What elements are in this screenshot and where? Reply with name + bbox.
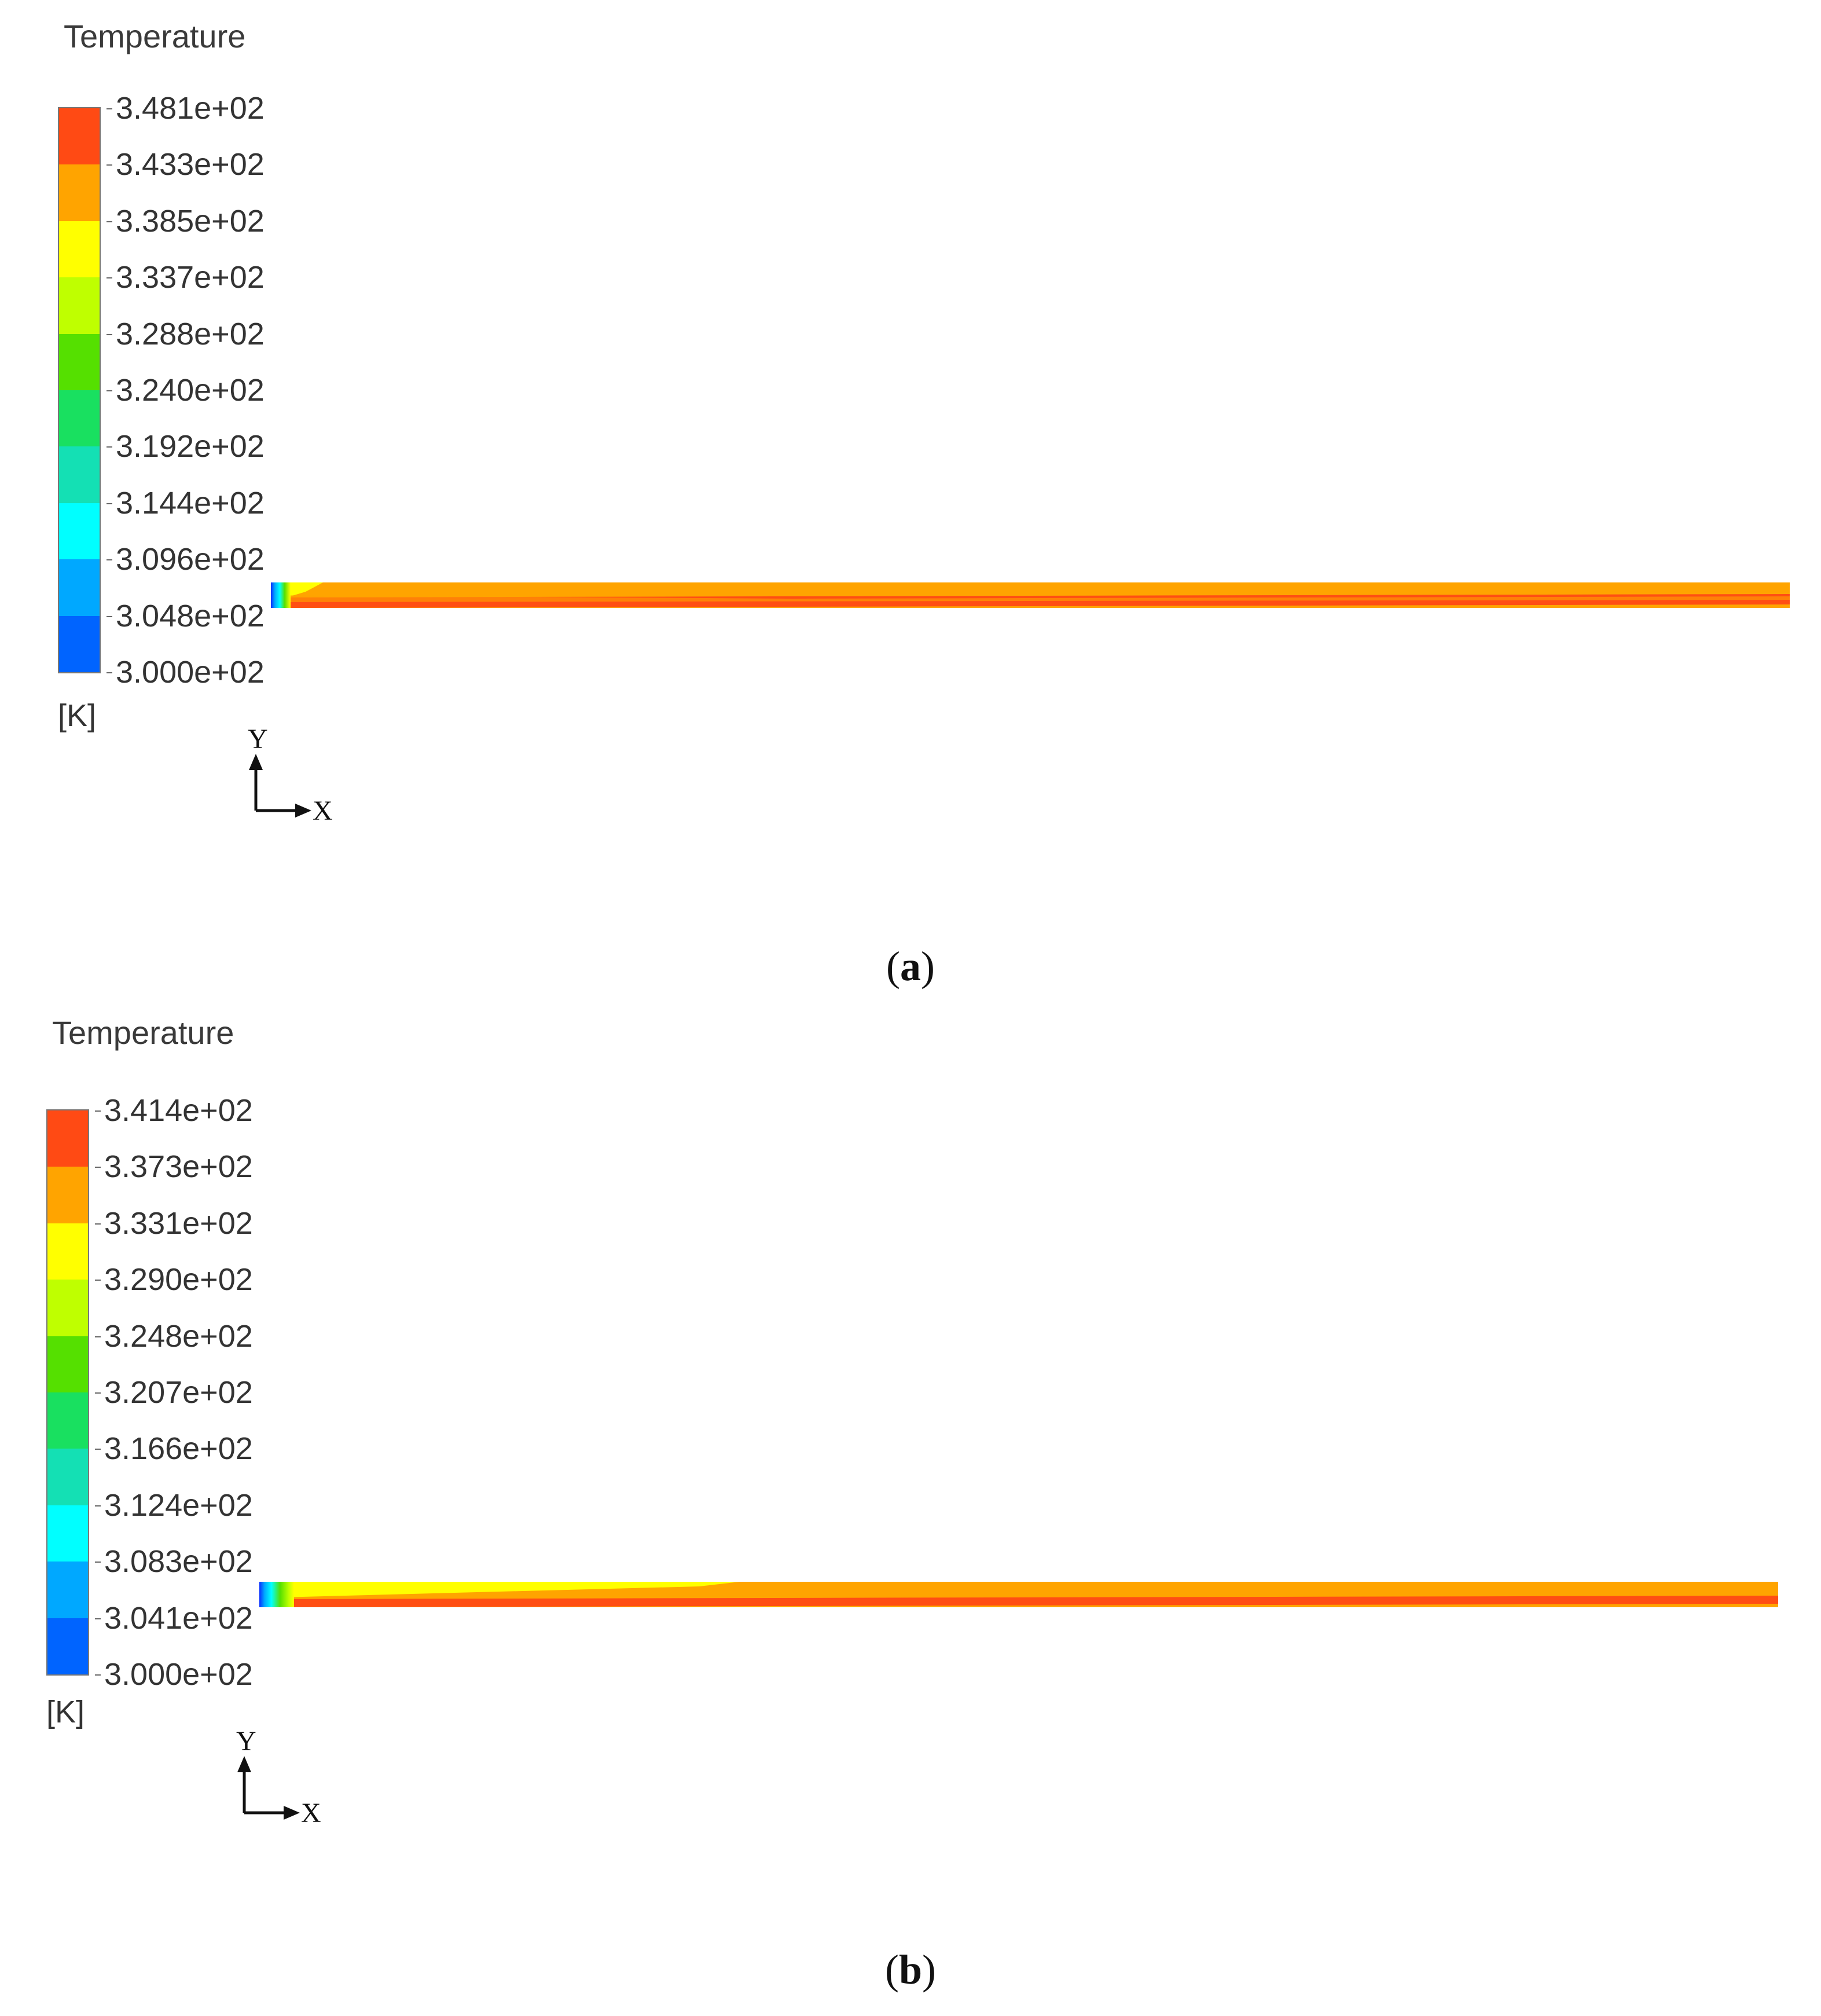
colorbar-band xyxy=(47,1449,88,1505)
colorbar-tick-label: 3.240e+02 xyxy=(107,373,265,408)
colorbar-tick-label: 3.096e+02 xyxy=(107,542,265,577)
colorbar-unit: [K] xyxy=(46,1695,85,1729)
inlet-cold-region xyxy=(259,1582,294,1607)
x-axis-label: X xyxy=(313,796,333,826)
colorbar-band xyxy=(47,1618,88,1674)
colorbar-tick-label: 3.337e+02 xyxy=(107,260,265,295)
axis-triad: Y X xyxy=(248,724,333,826)
axis-triad: Y X xyxy=(236,1726,321,1828)
colorbar-tick-label: 3.166e+02 xyxy=(95,1431,253,1467)
colorbar-band xyxy=(47,1223,88,1280)
bottom-wall-hot-layer xyxy=(259,1596,1778,1607)
colorbar-band xyxy=(47,1336,88,1392)
temperature-contour-domain xyxy=(259,1582,1778,1607)
colorbar-band xyxy=(59,333,100,390)
colorbar-band xyxy=(59,615,100,672)
colorbar-band xyxy=(59,277,100,334)
colorbar-tick-label: 3.481e+02 xyxy=(107,91,265,126)
colorbar-band xyxy=(59,390,100,447)
y-axis-label: Y xyxy=(236,1726,256,1757)
inlet-yellow-region xyxy=(259,1582,740,1598)
colorbar-band xyxy=(59,221,100,278)
colorbar-tick-label: 3.331e+02 xyxy=(95,1205,253,1241)
colorbar-tick-label: 3.124e+02 xyxy=(95,1487,253,1523)
colorbar-band xyxy=(47,1167,88,1223)
colorbar-tick-label: 3.290e+02 xyxy=(95,1262,253,1297)
colorbar-band xyxy=(47,1110,88,1167)
colorbar xyxy=(58,107,101,673)
colorbar-tick-label: 3.144e+02 xyxy=(107,485,265,521)
colorbar-band xyxy=(47,1505,88,1562)
temperature-contour-domain xyxy=(271,582,1790,608)
y-axis-label: Y xyxy=(248,724,268,754)
colorbar-tick-label: 3.192e+02 xyxy=(107,429,265,464)
inlet-cold-region xyxy=(271,582,291,608)
colorbar-tick-label: 3.385e+02 xyxy=(107,203,265,239)
colorbar-unit: [K] xyxy=(58,698,97,733)
colorbar-tick-label: 3.433e+02 xyxy=(107,147,265,182)
panel-caption-b: (b) xyxy=(884,1947,936,1993)
colorbar-tick-label: 3.000e+02 xyxy=(95,1657,253,1692)
colorbar-title: Temperature xyxy=(64,18,246,54)
contour-panel-b: Temperature 3.414e+02 3.373e+02 3.331e+02 3… xyxy=(0,1008,1821,2016)
colorbar-title: Temperature xyxy=(52,1014,234,1051)
contour-panel-a: Temperature 3.481e+02 3.433e+02 3.385e+02 3… xyxy=(58,18,1790,989)
colorbar-tick-label: 3.207e+02 xyxy=(95,1375,253,1410)
colorbar-tick-label: 3.000e+02 xyxy=(107,655,265,690)
colorbar-tick-label: 3.041e+02 xyxy=(95,1600,253,1636)
colorbar-band xyxy=(47,1392,88,1449)
colorbar-band xyxy=(59,503,100,560)
x-axis-label: X xyxy=(301,1798,321,1828)
colorbar-band xyxy=(47,1280,88,1336)
colorbar-band xyxy=(59,164,100,221)
panel-caption-a: (a) xyxy=(886,943,935,989)
colorbar-tick-label: 3.248e+02 xyxy=(95,1318,253,1354)
colorbar-tick-label: 3.414e+02 xyxy=(95,1093,253,1128)
colorbar-tick-label: 3.288e+02 xyxy=(107,316,265,351)
colorbar-tick-label: 3.083e+02 xyxy=(95,1544,253,1579)
colorbar-tick-label: 3.373e+02 xyxy=(95,1149,253,1185)
colorbar xyxy=(46,1109,89,1676)
colorbar-band xyxy=(59,559,100,616)
colorbar-band xyxy=(47,1562,88,1618)
colorbar-tick-label: 3.048e+02 xyxy=(107,598,265,633)
colorbar-band xyxy=(59,108,100,165)
colorbar-band xyxy=(59,446,100,503)
